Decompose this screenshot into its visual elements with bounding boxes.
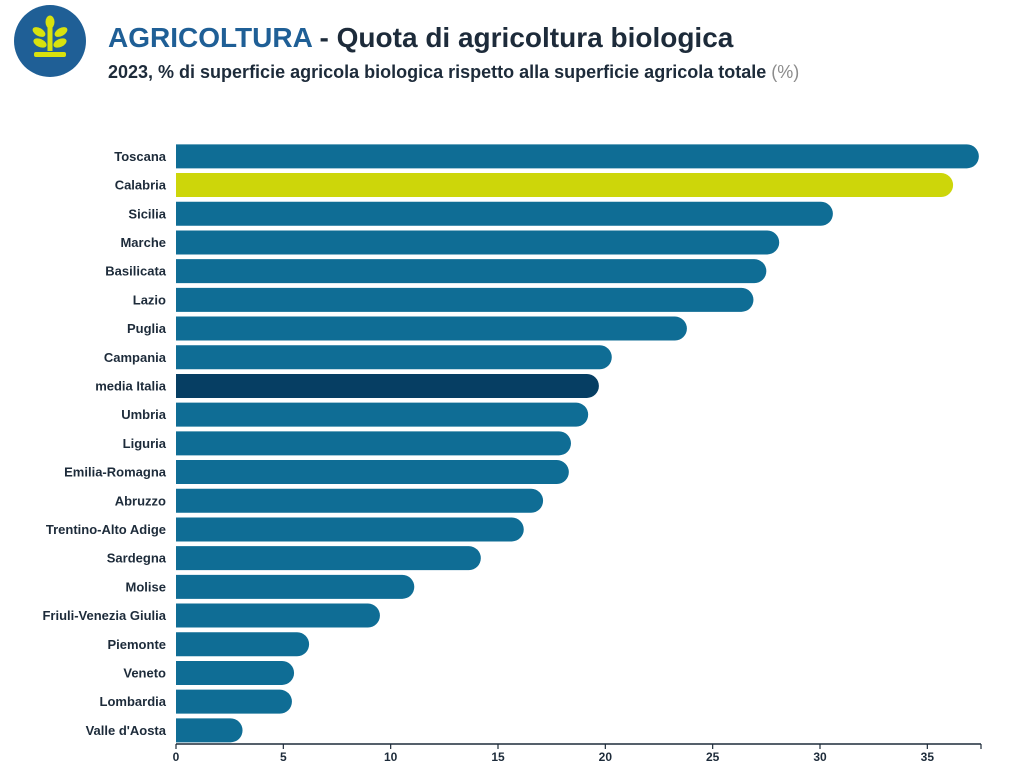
bar-media-italia [176, 373, 599, 398]
category-label: Sicilia [128, 206, 166, 221]
x-tick-label: 25 [706, 750, 720, 764]
category-label: Marche [120, 235, 166, 250]
category-label: Lazio [133, 292, 166, 307]
category-label: Campania [104, 350, 167, 365]
x-tick-label: 5 [280, 750, 287, 764]
subtitle-unit: (%) [771, 62, 800, 82]
bar-liguria [176, 431, 571, 456]
subtitle-text: 2023, % di superficie agricola biologica… [108, 62, 767, 82]
bar-toscana [176, 144, 979, 169]
category-label: Lombardia [100, 694, 167, 709]
category-label: Liguria [123, 436, 167, 451]
bar-sardegna [176, 546, 481, 571]
category-label: Valle d'Aosta [86, 723, 167, 738]
title-main: Quota di agricoltura biologica [336, 22, 734, 53]
bar-lombardia [176, 689, 292, 714]
page-title: AGRICOLTURA - Quota di agricoltura biolo… [108, 24, 733, 52]
bar-calabria [176, 173, 954, 198]
bar-basilicata [176, 259, 767, 284]
x-tick-label: 0 [173, 750, 180, 764]
bar-campania [176, 345, 612, 370]
x-tick-label: 20 [599, 750, 613, 764]
bar-umbria [176, 402, 589, 427]
sprout-icon [12, 5, 88, 77]
category-label: Emilia-Romagna [64, 465, 167, 480]
category-label: Puglia [127, 321, 167, 336]
page-subtitle: 2023, % di superficie agricola biologica… [108, 63, 799, 81]
bar-piemonte [176, 632, 310, 657]
category-label: Basilicata [105, 264, 166, 279]
category-label: Veneto [123, 665, 166, 680]
title-category: AGRICOLTURA [108, 22, 312, 53]
bar-marche [176, 230, 780, 255]
category-label: Toscana [114, 149, 167, 164]
title-separator: - [319, 22, 329, 53]
category-label: Sardegna [107, 551, 167, 566]
category-label: media Italia [95, 378, 167, 393]
bar-molise [176, 574, 415, 599]
category-label: Friuli-Venezia Giulia [42, 608, 166, 623]
bar-veneto [176, 660, 295, 685]
category-label: Abruzzo [115, 493, 166, 508]
bar-trentino-alto-adige [176, 517, 524, 542]
bar-sicilia [176, 201, 833, 226]
bar-puglia [176, 316, 687, 341]
category-label: Molise [126, 579, 166, 594]
x-tick-label: 15 [491, 750, 505, 764]
x-tick-label: 35 [921, 750, 935, 764]
category-label: Umbria [121, 407, 167, 422]
category-label: Calabria [115, 178, 167, 193]
bar-abruzzo [176, 488, 544, 513]
bar-emilia-romagna [176, 460, 569, 485]
x-tick-label: 10 [384, 750, 398, 764]
category-label: Trentino-Alto Adige [46, 522, 166, 537]
bar-lazio [176, 287, 754, 312]
bar-friuli-venezia-giulia [176, 603, 380, 628]
x-tick-label: 30 [813, 750, 827, 764]
bar-valle-d-aosta [176, 718, 243, 743]
category-label: Piemonte [107, 637, 166, 652]
